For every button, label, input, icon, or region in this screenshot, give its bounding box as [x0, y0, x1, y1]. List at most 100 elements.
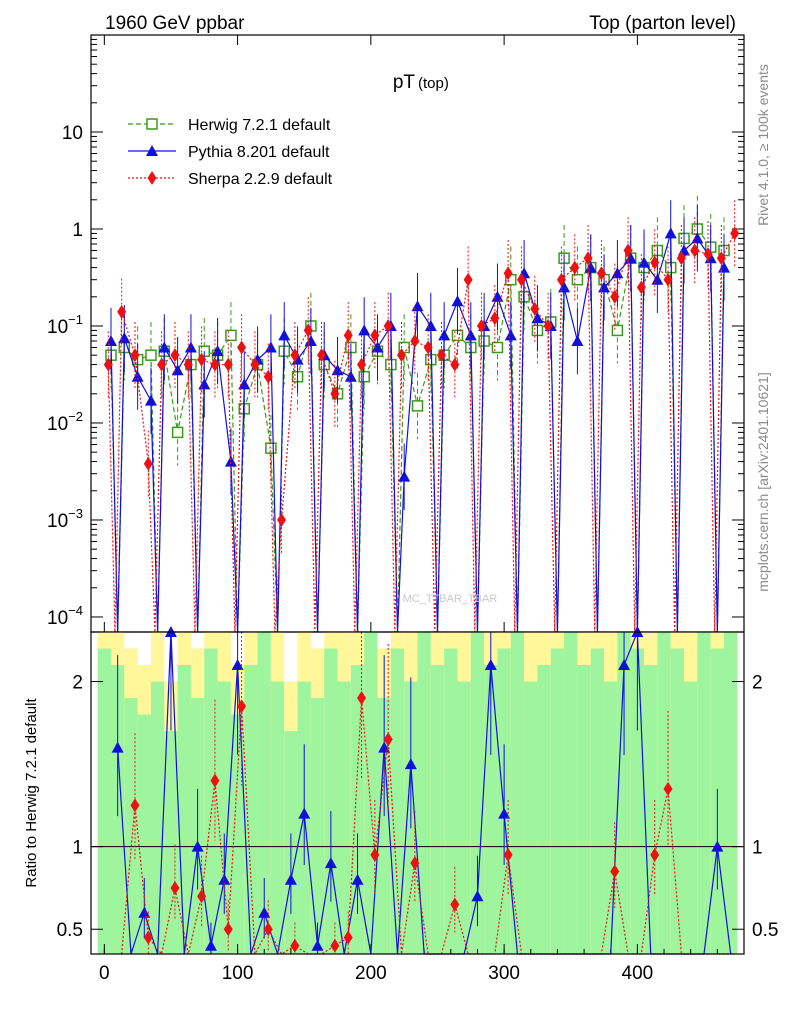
- band-inner-bin: [430, 665, 445, 954]
- band-inner-bin: [470, 632, 485, 954]
- band-inner-bin: [697, 632, 711, 954]
- band-inner-bin: [137, 714, 151, 954]
- sherpa-point: [490, 311, 500, 326]
- band-inner-bin: [550, 648, 565, 954]
- sherpa-point: [357, 357, 367, 372]
- herwig-point: [571, 273, 584, 286]
- sherpa-point: [117, 304, 127, 319]
- sherpa-series: [103, 200, 740, 633]
- x-tick-label: 100: [222, 963, 254, 984]
- band-inner-bin: [417, 632, 431, 954]
- pythia-point: [144, 394, 157, 406]
- band-inner-bin: [310, 698, 325, 954]
- main-axis-ticks: 10−4 10−3 10−2 10−1 1 10: [47, 35, 744, 632]
- sherpa-point: [423, 340, 433, 355]
- legend-marker-sherpa: [147, 171, 157, 185]
- herwig-point: [265, 442, 277, 454]
- ratio-y-tick-label-left: 0.5: [57, 920, 83, 941]
- sherpa-point: [343, 328, 353, 343]
- legend-label-herwig: Herwig 7.2.1 default: [188, 117, 331, 134]
- y-tick-label: 10−3: [47, 506, 83, 532]
- sherpa-point: [530, 301, 540, 316]
- sherpa-point: [143, 456, 153, 471]
- pythia-point: [438, 329, 451, 341]
- sherpa-point: [383, 318, 393, 333]
- sherpa-point: [223, 357, 233, 372]
- sherpa-point: [436, 348, 446, 363]
- process-label: Top (parton level): [589, 13, 736, 34]
- band-inner-bin: [164, 731, 178, 954]
- sherpa-point: [210, 357, 220, 372]
- pythia-point: [504, 329, 517, 341]
- band-inner-bin: [244, 665, 258, 954]
- band-inner-bin: [510, 632, 525, 954]
- herwig-point: [225, 329, 237, 342]
- sherpa-ratio-point: [170, 880, 180, 895]
- herwig-point: [611, 324, 624, 337]
- pythia-point: [411, 300, 424, 312]
- sherpa-point: [623, 243, 633, 258]
- pythia-point: [571, 335, 584, 347]
- pythia-point: [398, 470, 411, 482]
- band-inner-bin: [390, 648, 405, 954]
- sherpa-point: [690, 243, 700, 258]
- pythia-point: [531, 312, 544, 324]
- x-tick-label: 300: [488, 963, 520, 984]
- sherpa-point: [290, 348, 300, 363]
- pythia-point: [118, 332, 131, 344]
- band-inner-bin: [604, 681, 618, 954]
- y-tick-label: 10−1: [47, 312, 83, 338]
- pythia-ratio-point: [711, 840, 724, 852]
- sherpa-point: [556, 272, 566, 287]
- sherpa-point: [503, 266, 513, 281]
- herwig-point: [171, 426, 184, 439]
- legend-label-pythia: Pythia 8.201 default: [188, 144, 330, 161]
- sherpa-line: [107, 233, 736, 633]
- ratio-uncertainty-band: [97, 632, 738, 954]
- band-inner-bin: [124, 698, 138, 954]
- sherpa-ratio-point: [370, 847, 380, 862]
- herwig-point: [411, 400, 424, 412]
- sherpa-ratio-point: [343, 930, 353, 945]
- band-inner-bin: [257, 632, 271, 954]
- legend-label-sherpa: Sherpa 2.2.9 default: [188, 171, 333, 188]
- sherpa-ratio-point: [210, 773, 220, 788]
- pythia-ratio-point: [471, 890, 484, 902]
- band-inner-bin: [457, 681, 471, 954]
- band-inner-bin: [657, 632, 671, 954]
- mcplots-source-label: mcplots.cern.ch [arXiv:2401.10621]: [755, 372, 771, 591]
- ratio-y-axis-label: Ratio to Herwig 7.2.1 default: [23, 698, 40, 888]
- band-inner-bin: [150, 681, 165, 954]
- pythia-ratio-point: [191, 840, 204, 852]
- pythia-ratio-point: [311, 939, 324, 951]
- band-inner-bin: [204, 648, 218, 954]
- sherpa-point: [397, 348, 407, 363]
- sherpa-point: [543, 318, 553, 333]
- sherpa-point: [197, 352, 207, 367]
- sherpa-point: [183, 357, 193, 372]
- band-inner-bin: [377, 698, 391, 954]
- sherpa-point: [650, 255, 660, 270]
- pythia-ratio-point: [258, 906, 271, 918]
- sherpa-point: [663, 272, 673, 287]
- main-panel: 10−4 10−3 10−2 10−1 1 10 MC_TTBAR_TBAR pT (to…: [47, 34, 745, 633]
- band-inner-bin: [97, 648, 111, 954]
- ratio-frame: [90, 631, 745, 955]
- pythia-ratio-point: [618, 659, 631, 671]
- band-inner-bin: [270, 681, 285, 954]
- band-inner-bin: [537, 665, 551, 954]
- herwig-point: [145, 349, 157, 361]
- pythia-point: [664, 227, 677, 239]
- sherpa-point: [463, 272, 473, 287]
- x-tick-label: 0: [99, 963, 110, 984]
- sherpa-point: [170, 348, 180, 363]
- x-tick-label: 400: [622, 963, 654, 984]
- sherpa-point: [596, 266, 606, 281]
- sherpa-point: [317, 348, 327, 363]
- sherpa-point: [716, 251, 726, 266]
- ratio-y-tick-label-right: 2: [752, 673, 763, 694]
- sherpa-point: [703, 247, 713, 262]
- band-inner-bin: [444, 648, 458, 954]
- legend: Herwig 7.2.1 default Pythia 8.201 default…: [128, 117, 333, 188]
- chart-title-sub: (top): [418, 75, 449, 92]
